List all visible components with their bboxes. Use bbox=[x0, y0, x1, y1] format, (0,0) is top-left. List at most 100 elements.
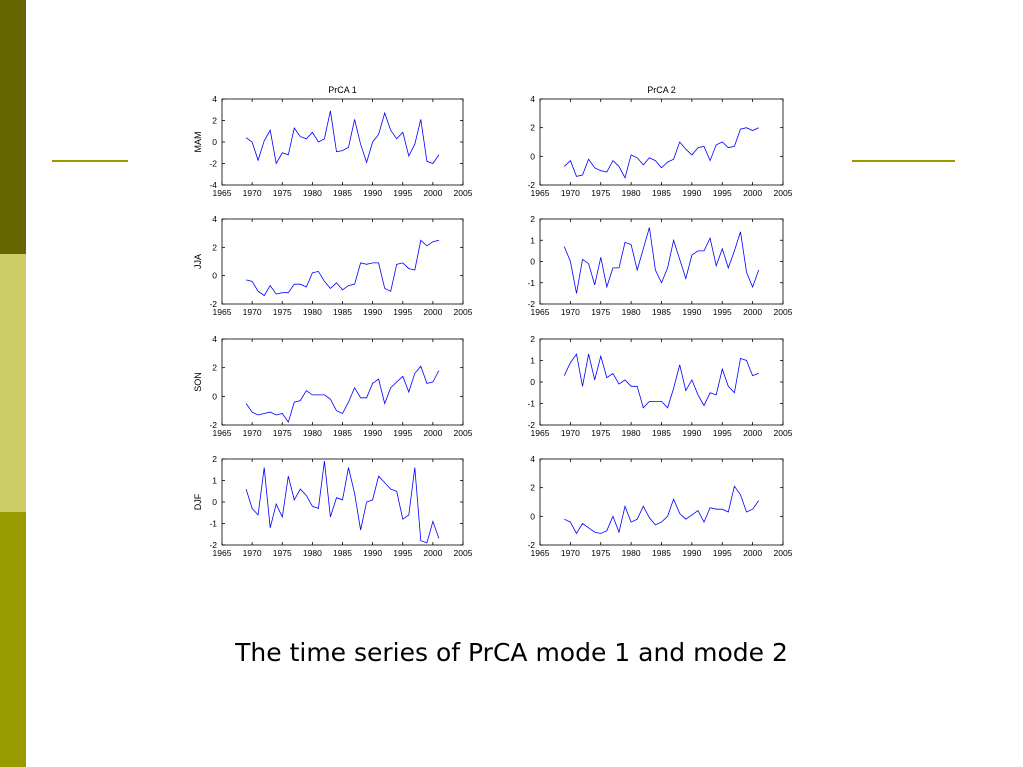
x-tick-label: 2005 bbox=[454, 428, 473, 438]
x-tick-label: 1985 bbox=[333, 548, 352, 558]
chart-panel: 1965 1970 1975 1980 1985 1990 1995 2000 2005 -2 0 2… bbox=[193, 214, 473, 317]
y-tick-label: -2 bbox=[209, 299, 217, 309]
y-tick-label: -2 bbox=[209, 420, 217, 430]
decorative-bar-bottom bbox=[0, 512, 26, 767]
y-tick-label: -2 bbox=[209, 159, 217, 169]
y-tick-label: 2 bbox=[212, 116, 217, 126]
x-tick-label: 2005 bbox=[454, 307, 473, 317]
y-tick-label: 0 bbox=[530, 257, 535, 267]
x-tick-label: 1965 bbox=[213, 548, 232, 558]
y-tick-label: 0 bbox=[212, 497, 217, 507]
x-tick-label: 1985 bbox=[652, 188, 671, 198]
x-tick-label: 2005 bbox=[774, 307, 793, 317]
x-tick-label: 1980 bbox=[622, 307, 641, 317]
series-line bbox=[245, 461, 440, 544]
chart-title: PrCA 2 bbox=[647, 85, 676, 95]
x-tick-label: 1970 bbox=[243, 307, 262, 317]
x-tick-label: 2000 bbox=[423, 307, 442, 317]
y-tick-label: 1 bbox=[530, 356, 535, 366]
y-tick-label: -2 bbox=[527, 299, 535, 309]
x-tick-label: 1990 bbox=[682, 548, 701, 558]
y-tick-label: 2 bbox=[212, 363, 217, 373]
x-tick-label: 2005 bbox=[774, 548, 793, 558]
chart-panel: 1965 1970 1975 1980 1985 1990 1995 2000 2005 -2 -1… bbox=[193, 454, 473, 558]
chart-title: PrCA 1 bbox=[328, 85, 357, 95]
x-tick-label: 2005 bbox=[454, 548, 473, 558]
x-tick-label: 1975 bbox=[591, 188, 610, 198]
x-tick-label: 1970 bbox=[243, 428, 262, 438]
series-line bbox=[245, 365, 440, 424]
x-tick-label: 2000 bbox=[743, 307, 762, 317]
x-tick-label: 1965 bbox=[213, 428, 232, 438]
x-tick-label: 1985 bbox=[652, 548, 671, 558]
x-tick-label: 1995 bbox=[713, 188, 732, 198]
x-tick-label: 1965 bbox=[531, 548, 550, 558]
x-tick-label: 1995 bbox=[713, 307, 732, 317]
y-tick-label: 4 bbox=[212, 214, 217, 224]
x-tick-label: 1995 bbox=[713, 548, 732, 558]
x-tick-label: 1985 bbox=[652, 428, 671, 438]
y-tick-label: -1 bbox=[527, 278, 535, 288]
series-line bbox=[564, 127, 759, 179]
chart-panel: 1965 1970 1975 1980 1985 1990 1995 2000 2005 -4 -2… bbox=[193, 85, 473, 198]
x-tick-label: 2005 bbox=[454, 188, 473, 198]
x-tick-label: 1985 bbox=[333, 188, 352, 198]
series-line bbox=[246, 239, 439, 297]
y-tick-label: 0 bbox=[212, 271, 217, 281]
x-tick-label: 1965 bbox=[531, 188, 550, 198]
x-tick-label: 1965 bbox=[213, 188, 232, 198]
y-tick-label: -4 bbox=[209, 180, 217, 190]
chart-panel: 1965 1970 1975 1980 1985 1990 1995 2000 2005 -2 0 2… bbox=[193, 334, 473, 438]
chart-panel: 1965 1970 1975 1980 1985 1990 1995 2000 2005 -2 -1… bbox=[527, 334, 792, 438]
y-tick-label: -2 bbox=[527, 420, 535, 430]
x-tick-label: 1980 bbox=[303, 188, 322, 198]
plot-frame bbox=[221, 338, 464, 426]
x-tick-label: 1985 bbox=[333, 307, 352, 317]
x-tick-label: 1990 bbox=[682, 428, 701, 438]
y-axis-label: DJF bbox=[193, 493, 203, 510]
x-tick-label: 1980 bbox=[303, 548, 322, 558]
x-tick-label: 1995 bbox=[393, 307, 412, 317]
y-tick-label: 4 bbox=[212, 94, 217, 104]
series-line bbox=[563, 353, 759, 409]
x-tick-label: 1970 bbox=[243, 188, 262, 198]
x-tick-label: 1995 bbox=[713, 428, 732, 438]
plot-frame bbox=[539, 458, 784, 546]
x-tick-label: 2000 bbox=[743, 428, 762, 438]
y-tick-label: -2 bbox=[209, 540, 217, 550]
series-line bbox=[563, 227, 760, 294]
plot-frame bbox=[539, 338, 784, 426]
x-tick-label: 1970 bbox=[561, 428, 580, 438]
series-line bbox=[564, 485, 760, 535]
y-tick-label: 0 bbox=[212, 137, 217, 147]
y-tick-label: 0 bbox=[530, 151, 535, 161]
x-tick-label: 1965 bbox=[531, 428, 550, 438]
y-tick-label: -2 bbox=[527, 540, 535, 550]
x-tick-label: 2005 bbox=[774, 188, 793, 198]
y-tick-label: -1 bbox=[209, 519, 217, 529]
x-tick-label: 1990 bbox=[363, 428, 382, 438]
x-tick-label: 1995 bbox=[393, 428, 412, 438]
chart-panel: 1965 1970 1975 1980 1985 1990 1995 2000 2005 -2 0 2… bbox=[527, 454, 792, 558]
x-tick-label: 1970 bbox=[561, 188, 580, 198]
x-tick-label: 1970 bbox=[561, 307, 580, 317]
x-tick-label: 2000 bbox=[743, 188, 762, 198]
y-tick-label: 2 bbox=[530, 483, 535, 493]
chart-panel: 1965 1970 1975 1980 1985 1990 1995 2000 2005 -2 -1… bbox=[527, 214, 792, 317]
plot-frame bbox=[539, 98, 784, 186]
y-tick-label: 0 bbox=[530, 377, 535, 387]
decorative-bar-top bbox=[0, 0, 26, 254]
y-tick-label: 2 bbox=[212, 242, 217, 252]
y-tick-label: 2 bbox=[530, 214, 535, 224]
accent-line-right bbox=[852, 160, 955, 162]
x-tick-label: 1980 bbox=[622, 548, 641, 558]
y-tick-label: -2 bbox=[527, 180, 535, 190]
x-tick-label: 1975 bbox=[591, 548, 610, 558]
x-tick-label: 1975 bbox=[273, 188, 292, 198]
accent-line-left bbox=[52, 160, 128, 162]
y-axis-label: JJA bbox=[193, 254, 203, 269]
y-tick-label: 4 bbox=[530, 454, 535, 464]
x-tick-label: 1975 bbox=[273, 548, 292, 558]
plot-frame bbox=[221, 458, 464, 546]
x-tick-label: 2000 bbox=[423, 428, 442, 438]
